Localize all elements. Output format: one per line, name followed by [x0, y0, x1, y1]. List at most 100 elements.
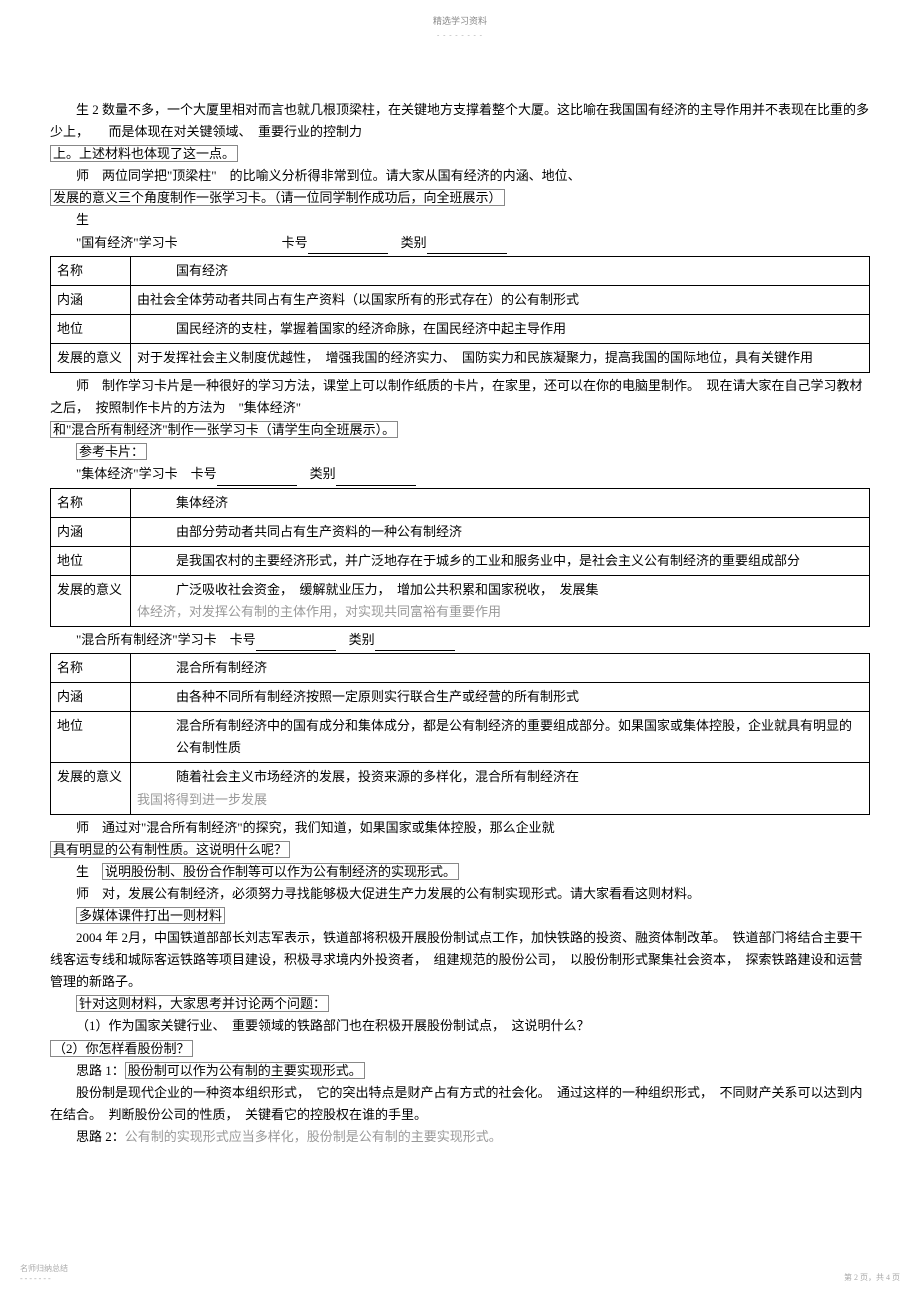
para-after-7: （1）作为国家关键行业、 重要领域的铁路部门也在积极开展股份制试点， 这说明什么…	[50, 1015, 870, 1037]
boxed-text: 和"混合所有制经济"制作一张学习卡（请学生向全班展示）。	[50, 421, 398, 438]
text: 由各种不同所有制经济按照一定原则实行联合生产或经营的所有制形式	[176, 689, 579, 704]
text: 国民经济的支柱，掌握着国家的经济命脉，在国民经济中起主导作用	[176, 321, 566, 336]
para-after-4: 多媒体课件打出一则材料	[50, 905, 870, 927]
blank-line	[256, 638, 336, 651]
table-row: 内涵 由各种不同所有制经济按照一定原则实行联合生产或经营的所有制形式	[51, 683, 870, 712]
table-row: 名称 混合所有制经济	[51, 654, 870, 683]
cell: 国有经济	[131, 256, 870, 285]
para-after-1: 师 通过对"混合所有制经济"的探究，我们知道，如果国家或集体控股，那么企业就	[50, 817, 870, 839]
cell: 由各种不同所有制经济按照一定原则实行联合生产或经营的所有制形式	[131, 683, 870, 712]
para-intro-1: 生 2 数量不多，一个大厦里相对而言也就几根顶梁柱，在关键地方支撑着整个大厦。这…	[50, 99, 870, 165]
boxed-text: （2）你怎样看股份制？	[50, 1040, 193, 1057]
para-after-3: 师 对，发展公有制经济，必须努力寻找能够极大促进生产力发展的公有制实现形式。请大…	[50, 883, 870, 905]
cell: 对于发挥社会主义制度优越性， 增强我国的经济实力、 国防实力和民族凝聚力，提高我…	[131, 343, 870, 372]
blank-line	[336, 473, 416, 486]
para-after-9: 思路 1：股份制可以作为公有制的主要实现形式。	[50, 1060, 870, 1082]
cell: 名称	[51, 488, 131, 517]
boxed-text: 具有明显的公有制性质。这说明什么呢？	[50, 841, 290, 858]
page-header-sub: - - - - - - - -	[20, 31, 900, 39]
para-after-5: 2004 年 2月，中国铁道部部长刘志军表示，铁道部将积极开展股份制试点工作，加…	[50, 927, 870, 993]
para-intro-2: 师 两位同学把"顶梁柱" 的比喻义分析得非常到位。请大家从国有经济的内涵、地位、	[50, 165, 870, 187]
table-row: 名称 国有经济	[51, 256, 870, 285]
blank-line	[217, 473, 297, 486]
table-row: 发展的意义随着社会主义市场经济的发展，投资来源的多样化，混合所有制经济在我国将得…	[51, 763, 870, 814]
text: 由部分劳动者共同占有生产资料的一种公有制经济	[176, 524, 462, 539]
cell: 发展的意义	[51, 763, 131, 814]
boxed-text: 参考卡片：	[76, 443, 147, 460]
footer-right: 第 2 页，共 4 页	[844, 1272, 900, 1283]
boxed-text: 说明股份制、股份合作制等可以作为公有制经济的实现形式。	[102, 863, 459, 880]
card1-title: "国有经济"学习卡 卡号 类别	[50, 232, 870, 254]
cell: 广泛吸收社会资金， 缓解就业压力， 增加公共积累和国家税收， 发展集体经济，对发…	[131, 575, 870, 626]
footer-text: - - - - - - -	[20, 1274, 68, 1283]
table-row: 地位 混合所有制经济中的国有成分和集体成分，都是公有制经济的重要组成部分。如果国家…	[51, 712, 870, 763]
text: "集体经济"学习卡 卡号	[76, 466, 217, 481]
text: 思路 1：	[76, 1063, 125, 1078]
cell: 地位	[51, 314, 131, 343]
cell: 发展的意义	[51, 343, 131, 372]
para-intro-2b: 发展的意义三个角度制作一张学习卡。（请一位同学制作成功后，向全班展示）	[50, 187, 870, 209]
gray-text: 体经济，对发挥公有制的主体作用，对实现共同富裕有重要作用	[137, 604, 501, 619]
cell: 由部分劳动者共同占有生产资料的一种公有制经济	[131, 517, 870, 546]
text: 国有经济	[176, 263, 228, 278]
study-card-table-2: 名称 集体经济 内涵 由部分劳动者共同占有生产资料的一种公有制经济 地位是我国农村的…	[50, 488, 870, 627]
cell: 内涵	[51, 517, 131, 546]
cell: 是我国农村的主要经济形式，并广泛地存在于城乡的工业和服务业中，是社会主义公有制经…	[131, 546, 870, 575]
study-card-table-1: 名称 国有经济 内涵由社会全体劳动者共同占有生产资料（以国家所有的形式存在）的公有…	[50, 256, 870, 373]
cell: 由社会全体劳动者共同占有生产资料（以国家所有的形式存在）的公有制形式	[131, 285, 870, 314]
card3-title: "混合所有制经济"学习卡 卡号 类别	[50, 629, 870, 651]
para-after-6: 针对这则材料，大家思考并讨论两个问题：	[50, 993, 870, 1015]
para-after-10: 股份制是现代企业的一种资本组织形式， 它的突出特点是财产占有方式的社会化。 通过…	[50, 1082, 870, 1126]
blank-line	[375, 638, 455, 651]
footer-text: 名师归纳总结	[20, 1263, 68, 1274]
gray-text: 公有制的实现形式应当多样化，股份制是公有制的主要实现形式。	[125, 1129, 502, 1144]
text: 类别	[401, 235, 427, 250]
cell: 发展的意义	[51, 575, 131, 626]
blank-line	[427, 241, 507, 254]
boxed-text: 上。上述材料也体现了这一点。	[50, 145, 238, 162]
cell: 内涵	[51, 285, 131, 314]
table-row: 地位 国民经济的支柱，掌握着国家的经济命脉，在国民经济中起主导作用	[51, 314, 870, 343]
text: 生 2 数量不多，一个大厦里相对而言也就几根顶梁柱，在关键地方支撑着整个大厦。这…	[50, 99, 870, 143]
boxed-text: 发展的意义三个角度制作一张学习卡。（请一位同学制作成功后，向全班展示）	[50, 189, 505, 206]
blank-line	[308, 241, 388, 254]
para-after-8: （2）你怎样看股份制？	[50, 1038, 870, 1060]
text: 混合所有制经济	[176, 660, 267, 675]
cell: 混合所有制经济	[131, 654, 870, 683]
para-after-1b: 具有明显的公有制性质。这说明什么呢？	[50, 839, 870, 861]
cell: 集体经济	[131, 488, 870, 517]
para-mid1-1b: 和"混合所有制经济"制作一张学习卡（请学生向全班展示）。	[50, 419, 870, 441]
text: 集体经济	[176, 495, 228, 510]
cell: 地位	[51, 546, 131, 575]
gray-text: 我国将得到进一步发展	[137, 792, 267, 807]
cell: 国民经济的支柱，掌握着国家的经济命脉，在国民经济中起主导作用	[131, 314, 870, 343]
para-after-2: 生 说明股份制、股份合作制等可以作为公有制经济的实现形式。	[50, 861, 870, 883]
card2-title: "集体经济"学习卡 卡号 类别	[50, 463, 870, 485]
table-row: 发展的意义广泛吸收社会资金， 缓解就业压力， 增加公共积累和国家税收， 发展集体…	[51, 575, 870, 626]
boxed-text: 股份制可以作为公有制的主要实现形式。	[125, 1062, 365, 1079]
page-header: 精选学习资料	[20, 10, 900, 31]
study-card-table-3: 名称 混合所有制经济 内涵 由各种不同所有制经济按照一定原则实行联合生产或经营的所有…	[50, 653, 870, 815]
footer-left: 名师归纳总结 - - - - - - -	[20, 1263, 68, 1283]
cell: 内涵	[51, 683, 131, 712]
table-row: 发展的意义对于发挥社会主义制度优越性， 增强我国的经济实力、 国防实力和民族凝聚…	[51, 343, 870, 372]
table-row: 内涵 由部分劳动者共同占有生产资料的一种公有制经济	[51, 517, 870, 546]
text: 生	[76, 864, 89, 879]
text: "国有经济"学习卡 卡号	[76, 235, 308, 250]
text: 混合所有制经济中的国有成分和集体成分，都是公有制经济的重要组成部分。如果国家或集…	[176, 715, 863, 759]
cell: 地位	[51, 712, 131, 763]
para-after-11: 思路 2：公有制的实现形式应当多样化，股份制是公有制的主要实现形式。	[50, 1126, 870, 1148]
text: 广泛吸收社会资金， 缓解就业压力， 增加公共积累和国家税收， 发展集	[176, 582, 599, 597]
text: 思路 2：	[76, 1129, 125, 1144]
cell: 名称	[51, 256, 131, 285]
cell: 名称	[51, 654, 131, 683]
table-row: 内涵由社会全体劳动者共同占有生产资料（以国家所有的形式存在）的公有制形式	[51, 285, 870, 314]
table-row: 地位是我国农村的主要经济形式，并广泛地存在于城乡的工业和服务业中，是社会主义公有…	[51, 546, 870, 575]
document-body: 生 2 数量不多，一个大厦里相对而言也就几根顶梁柱，在关键地方支撑着整个大厦。这…	[50, 99, 870, 1148]
para-intro-3: 生	[50, 209, 870, 231]
boxed-text: 多媒体课件打出一则材料	[76, 907, 225, 924]
text: 类别	[349, 632, 375, 647]
para-mid1-1: 师 制作学习卡片是一种很好的学习方法，课堂上可以制作纸质的卡片，在家里，还可以在…	[50, 375, 870, 419]
text: "混合所有制经济"学习卡 卡号	[76, 632, 256, 647]
text: 类别	[310, 466, 336, 481]
